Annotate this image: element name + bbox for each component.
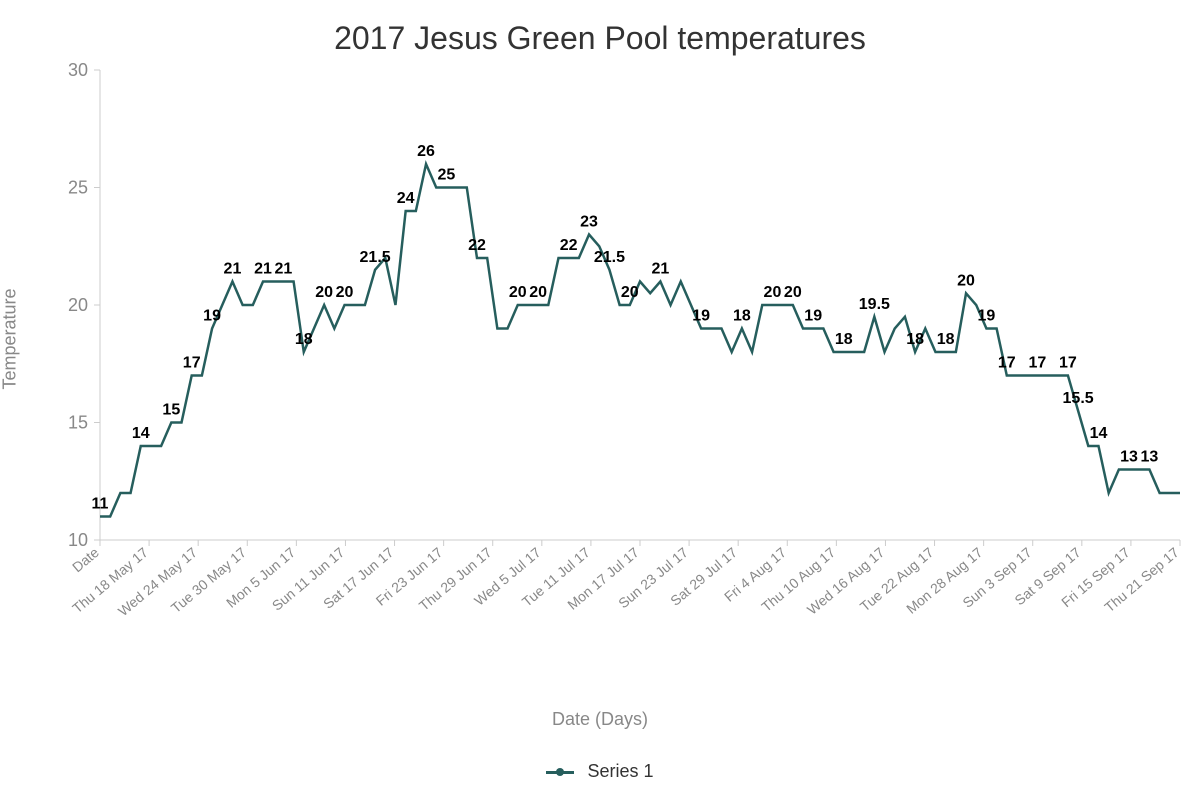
data-label: 14 [132,425,150,442]
data-label: 22 [468,237,486,254]
data-label: 13 [1141,449,1159,466]
data-label: 17 [1028,355,1046,372]
data-label: 19 [203,308,221,325]
chart-container: 2017 Jesus Green Pool temperatures Tempe… [0,0,1200,800]
data-label: 13 [1120,449,1138,466]
y-tick-label: 10 [68,530,88,550]
data-label: 17 [1059,355,1077,372]
y-tick-label: 30 [68,60,88,80]
data-label: 15.5 [1063,390,1094,407]
legend-label: Series 1 [587,761,653,781]
data-label: 20 [764,284,782,301]
y-tick-label: 20 [68,295,88,315]
x-axis-label: Date (Days) [0,709,1200,730]
data-label: 24 [397,190,415,207]
data-label: 20 [509,284,527,301]
y-tick-label: 15 [68,413,88,433]
data-label: 17 [998,355,1016,372]
data-label: 21.5 [594,249,625,266]
data-label: 19 [692,308,710,325]
legend: Series 1 [0,761,1200,782]
data-label: 25 [438,167,456,184]
series-line [100,164,1180,517]
data-label: 19.5 [859,296,890,313]
data-label: 18 [295,331,313,348]
data-label: 18 [733,308,751,325]
data-label: 26 [417,143,435,160]
data-label: 20 [621,284,639,301]
data-label: 21 [651,261,669,278]
data-label: 21.5 [360,249,391,266]
data-label: 19 [978,308,996,325]
data-label: 11 [92,496,109,513]
data-label: 21 [254,261,272,278]
data-label: 20 [957,272,975,289]
data-label: 14 [1090,425,1108,442]
chart-svg: 1015202530DateThu 18 May 17Wed 24 May 17… [0,0,1200,800]
y-tick-label: 25 [68,178,88,198]
data-label: 23 [580,214,598,231]
data-label: 17 [183,355,201,372]
data-label: 20 [784,284,802,301]
data-label: 18 [937,331,955,348]
data-label: 20 [336,284,354,301]
data-label: 18 [835,331,853,348]
data-label: 15 [162,402,180,419]
data-label: 21 [224,261,242,278]
data-label: 19 [804,308,822,325]
data-label: 22 [560,237,578,254]
legend-marker-icon [546,771,574,774]
data-label: 18 [906,331,924,348]
data-label: 20 [529,284,547,301]
data-label: 20 [315,284,333,301]
data-label: 21 [274,261,292,278]
